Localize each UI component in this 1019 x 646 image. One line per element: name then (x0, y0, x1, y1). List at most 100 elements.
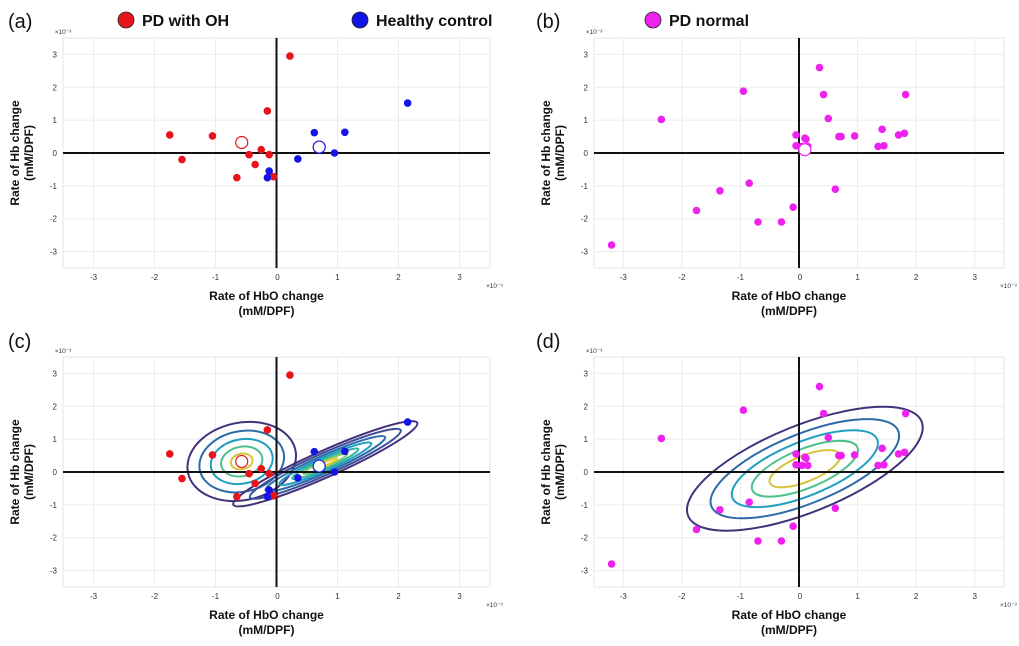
point-healthy-control (294, 474, 302, 482)
point-pd-normal (850, 132, 859, 140)
y-tick-label: 1 (53, 435, 58, 444)
y-tick-label: 0 (53, 149, 58, 158)
panel-label: (d) (536, 331, 560, 353)
point-pd-normal (754, 537, 762, 545)
x-tick-label: -2 (678, 592, 686, 601)
x-tick-label: 2 (914, 592, 919, 601)
y-axis-unit: (mM/DPF) (553, 125, 567, 181)
legend-label-healthy-control: Healthy control (376, 13, 492, 30)
y-tick-label: 3 (584, 50, 589, 59)
y-tick-label: -1 (581, 501, 589, 510)
point-pd-normal (874, 142, 882, 151)
y-tick-label: -2 (581, 534, 589, 543)
x-axis-unit: (mM/DPF) (761, 623, 817, 637)
mean-marker-healthy-control (312, 459, 326, 473)
panel-1: -3 -2 -1 1 2 3 -3 -2 -1 0 1 2 3 0 ×10⁻³ ×10⁻³ Rate of Hb… (8, 11, 503, 318)
y-tick-label: 1 (584, 116, 589, 125)
point-pd-normal (815, 382, 824, 391)
x-tick-label: -2 (151, 592, 159, 601)
panel-4: -3 -2 -1 1 2 3 -3 -2 -1 0 1 2 3 0 ×10⁻³ ×10⁻³ Rate of Hb… (536, 331, 1017, 637)
point-pd-with-oh (257, 145, 266, 154)
point-pd-with-oh (178, 155, 186, 164)
point-pd-normal (819, 409, 828, 418)
x-exponent-label: ×10⁻³ (486, 283, 503, 290)
point-pd-normal (874, 461, 882, 470)
y-tick-label: 0 (584, 468, 589, 477)
x-tick-label: 1 (855, 592, 860, 601)
point-healthy-control (310, 128, 319, 137)
contour-level (248, 427, 402, 500)
legend-marker-healthy-control (351, 11, 369, 29)
point-pd-normal (716, 186, 724, 195)
point-pd-with-oh (265, 469, 273, 478)
point-pd-normal (739, 87, 748, 96)
x-tick-label: 1 (855, 273, 860, 282)
point-pd-with-oh (269, 491, 278, 500)
x-axis-label: Rate of HbO change (209, 289, 324, 303)
x-tick-label: 2 (396, 273, 401, 282)
point-pd-with-oh (269, 172, 278, 181)
point-pd-normal (657, 115, 666, 124)
panel-label: (a) (8, 11, 32, 33)
y-axis-label: Rate of Hb change (539, 100, 553, 206)
y-tick-label: 1 (53, 116, 58, 125)
y-axis-unit: (mM/DPF) (22, 444, 36, 500)
point-pd-normal (824, 114, 833, 123)
point-pd-normal (745, 179, 754, 188)
panel-2: -3 -2 -1 1 2 3 -3 -2 -1 0 1 2 3 0 ×10⁻³ ×10⁻³ Rate of Hb… (536, 11, 1017, 318)
point-pd-normal (798, 461, 806, 470)
x-tick-label: 0 (275, 273, 280, 282)
point-pd-normal (777, 218, 786, 226)
x-tick-label: -1 (737, 592, 745, 601)
point-pd-normal (739, 406, 748, 415)
point-pd-normal (900, 448, 909, 457)
x-tick-label: -3 (620, 273, 628, 282)
point-pd-normal (607, 241, 616, 249)
x-tick-label: 1 (335, 273, 340, 282)
point-pd-normal (900, 129, 909, 138)
legend-marker-pd-normal (644, 11, 662, 29)
point-pd-normal (792, 450, 800, 458)
x-tick-label: -2 (151, 273, 159, 282)
y-axis-label: Rate of Hb change (539, 419, 553, 525)
contour-level (198, 429, 286, 494)
point-pd-with-oh (208, 451, 217, 459)
y-tick-label: -3 (581, 567, 589, 576)
y-exponent-label: ×10⁻³ (586, 348, 603, 355)
point-healthy-control (330, 149, 339, 157)
legend-label-pd-normal: PD normal (669, 13, 749, 30)
point-pd-normal (745, 498, 754, 507)
point-pd-with-oh (251, 160, 259, 169)
contour-level (209, 437, 274, 486)
contour-level (709, 418, 901, 520)
point-pd-normal (850, 451, 859, 459)
x-tick-label: 0 (798, 273, 803, 282)
mean-marker-healthy-control (312, 140, 326, 154)
point-pd-normal (792, 141, 800, 150)
point-pd-normal (894, 131, 903, 139)
point-pd-with-oh (165, 131, 174, 139)
point-pd-with-oh (263, 426, 272, 434)
y-axis-label: Rate of Hb change (8, 419, 22, 525)
point-pd-with-oh (233, 492, 241, 501)
point-pd-normal (837, 451, 845, 460)
x-tick-label: -2 (678, 273, 686, 282)
point-pd-normal (789, 522, 797, 531)
point-pd-normal (837, 132, 845, 141)
point-healthy-control (294, 155, 302, 163)
point-pd-normal (754, 218, 762, 226)
legend-marker-pd-with-oh (117, 11, 135, 29)
point-pd-normal (716, 505, 724, 514)
point-healthy-control (341, 128, 349, 137)
point-healthy-control (265, 486, 273, 494)
x-axis-unit: (mM/DPF) (239, 304, 295, 318)
x-tick-label: -3 (90, 273, 98, 282)
contour-level (730, 429, 879, 509)
point-pd-normal (901, 90, 910, 99)
x-axis-unit: (mM/DPF) (761, 304, 817, 318)
mean-marker-pd-normal (798, 143, 812, 157)
y-tick-label: 2 (584, 83, 589, 92)
point-pd-with-oh (251, 479, 259, 488)
mean-marker-pd-with-oh (235, 135, 249, 150)
x-tick-label: 0 (798, 592, 803, 601)
